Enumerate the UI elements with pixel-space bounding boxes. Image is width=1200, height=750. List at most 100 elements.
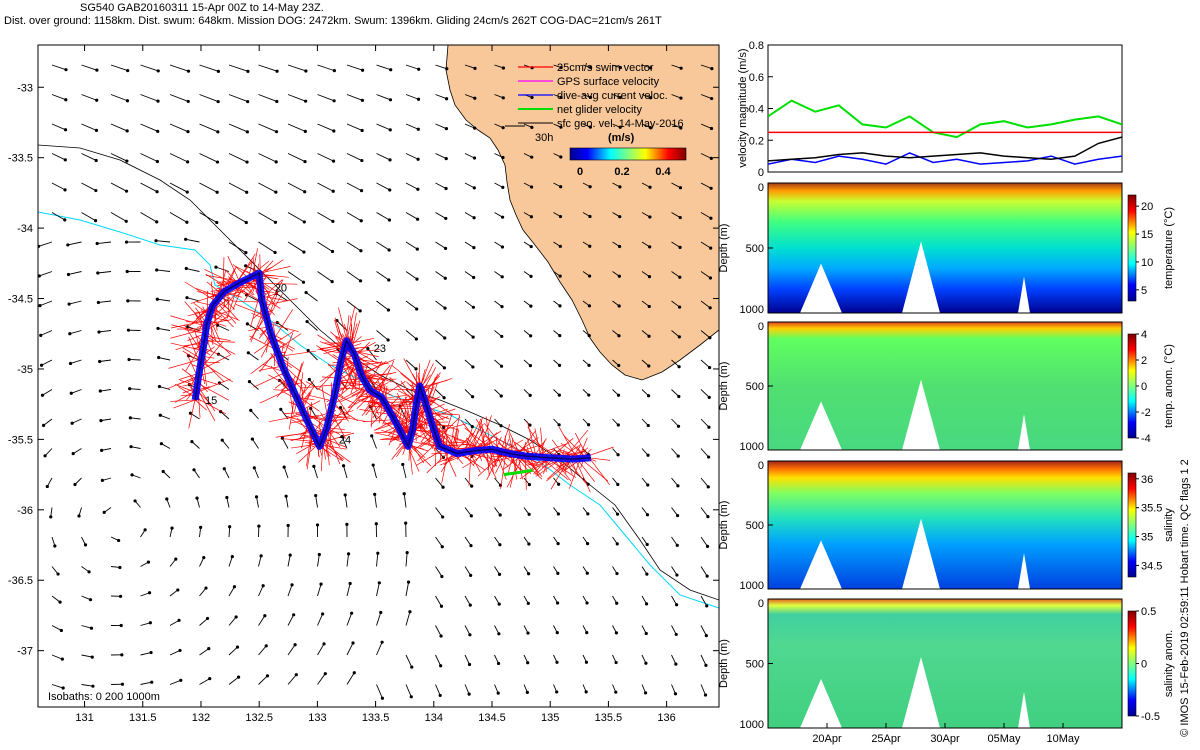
- geo-vector-head: [501, 155, 505, 160]
- geo-vector: [671, 625, 677, 635]
- geo-vector: [280, 409, 289, 420]
- geo-vector-head: [129, 445, 133, 449]
- geo-vector: [464, 536, 472, 546]
- swim-vector: [468, 451, 472, 486]
- geo-vector-head: [617, 304, 621, 308]
- geo-vector: [435, 153, 447, 160]
- map-xtick-label: 134.5: [478, 712, 506, 724]
- geo-vector-head: [709, 246, 713, 250]
- swim-vector: [170, 319, 209, 329]
- swim-vector: [235, 304, 267, 317]
- geo-vector: [169, 679, 181, 685]
- geo-vector-head: [185, 190, 189, 194]
- geo-vector-head: [380, 696, 385, 700]
- geo-vector-head: [350, 611, 354, 615]
- map-ytick-label: -33.5: [8, 153, 33, 165]
- geo-vector-head: [155, 297, 159, 301]
- geo-vector-head: [68, 332, 72, 336]
- geo-vector-head: [500, 275, 504, 279]
- vel-ytick-label: 0: [758, 167, 764, 179]
- geo-vector-head: [648, 215, 652, 219]
- geo-vector: [671, 182, 681, 189]
- swim-vector: [426, 450, 451, 474]
- geo-vector: [140, 681, 152, 685]
- geo-vector-head: [404, 521, 408, 525]
- geo-vector-head: [95, 68, 99, 72]
- geo-vector: [169, 619, 180, 626]
- swim-vector: [297, 380, 315, 400]
- swim-vector: [363, 372, 397, 380]
- geo-vector: [258, 241, 276, 253]
- geo-vector-head: [366, 347, 370, 351]
- geo-vector: [317, 241, 333, 252]
- geo-vector-head: [648, 185, 652, 189]
- geo-vector: [405, 64, 419, 70]
- geo-vector-head: [499, 424, 503, 428]
- geo-vector-head: [282, 465, 286, 469]
- geo-vector: [700, 566, 708, 577]
- geo-vector: [287, 644, 296, 656]
- velocity-y-axis: 0 0.2 0.4 0.6 0.8: [749, 40, 773, 179]
- geo-vector-head: [373, 492, 377, 496]
- swim-vector: [350, 312, 357, 348]
- geo-vector: [374, 494, 377, 508]
- geo-vector-head: [158, 413, 162, 417]
- vel-ytick-label: 0.2: [749, 135, 764, 147]
- geo-vector: [435, 595, 442, 607]
- velocity-series-0: [768, 99, 1122, 139]
- swim-vector: [291, 443, 319, 449]
- vel-ytick-label: 0.4: [749, 104, 764, 116]
- swim-vector: [463, 428, 473, 453]
- geo-vector-head: [439, 664, 443, 668]
- swim-vector: [429, 408, 456, 419]
- geo-vector: [464, 241, 475, 248]
- section-ylabel: Depth (m): [718, 501, 730, 550]
- geo-vector-head: [500, 245, 505, 249]
- geo-vector-head: [188, 411, 193, 415]
- geo-vector-head: [677, 335, 681, 339]
- geo-vector-head: [284, 494, 288, 498]
- geo-vector: [435, 448, 444, 458]
- geo-vector: [700, 507, 709, 517]
- geo-vector: [258, 182, 277, 193]
- geo-vector-head: [125, 99, 130, 103]
- geo-vector-head: [91, 684, 95, 688]
- geo-vector-head: [445, 97, 449, 101]
- seafloor-gap: [902, 241, 940, 313]
- velocity-series-2: [768, 136, 1122, 162]
- geo-vector-head: [528, 364, 533, 368]
- geo-vector: [287, 182, 305, 193]
- geo-vector: [287, 271, 304, 283]
- geo-vector: [250, 410, 259, 420]
- section-colorbar: [1127, 194, 1137, 302]
- geo-vector-head: [149, 650, 153, 655]
- swim-vector: [261, 279, 283, 299]
- speed-colorbar: [569, 147, 687, 161]
- geo-vector-head: [156, 69, 160, 73]
- geo-vector: [700, 625, 707, 636]
- geo-vector: [258, 212, 276, 223]
- geo-vector: [68, 271, 82, 275]
- geo-vector: [405, 684, 412, 697]
- geo-vector-head: [440, 574, 444, 579]
- geo-vector-head: [38, 244, 41, 248]
- geo-vector: [41, 359, 53, 366]
- swim-vector: [481, 420, 486, 450]
- swim-vector: [408, 444, 432, 467]
- geo-vector-head: [530, 155, 534, 159]
- geo-vector: [169, 94, 189, 102]
- geo-vector-head: [71, 451, 75, 456]
- swim-vector: [495, 452, 507, 474]
- geo-vector: [169, 182, 188, 193]
- geo-vector-head: [360, 128, 364, 133]
- geo-vector-head: [351, 641, 355, 645]
- geo-vector-head: [39, 363, 44, 367]
- geo-vector-head: [588, 214, 592, 219]
- geo-vector: [671, 684, 676, 694]
- geo-vector: [228, 94, 248, 103]
- geo-vector: [671, 389, 680, 397]
- swim-vector: [575, 432, 588, 459]
- geo-vector-head: [128, 387, 132, 391]
- geo-vector-head: [304, 99, 308, 103]
- geo-vector-head: [66, 243, 70, 247]
